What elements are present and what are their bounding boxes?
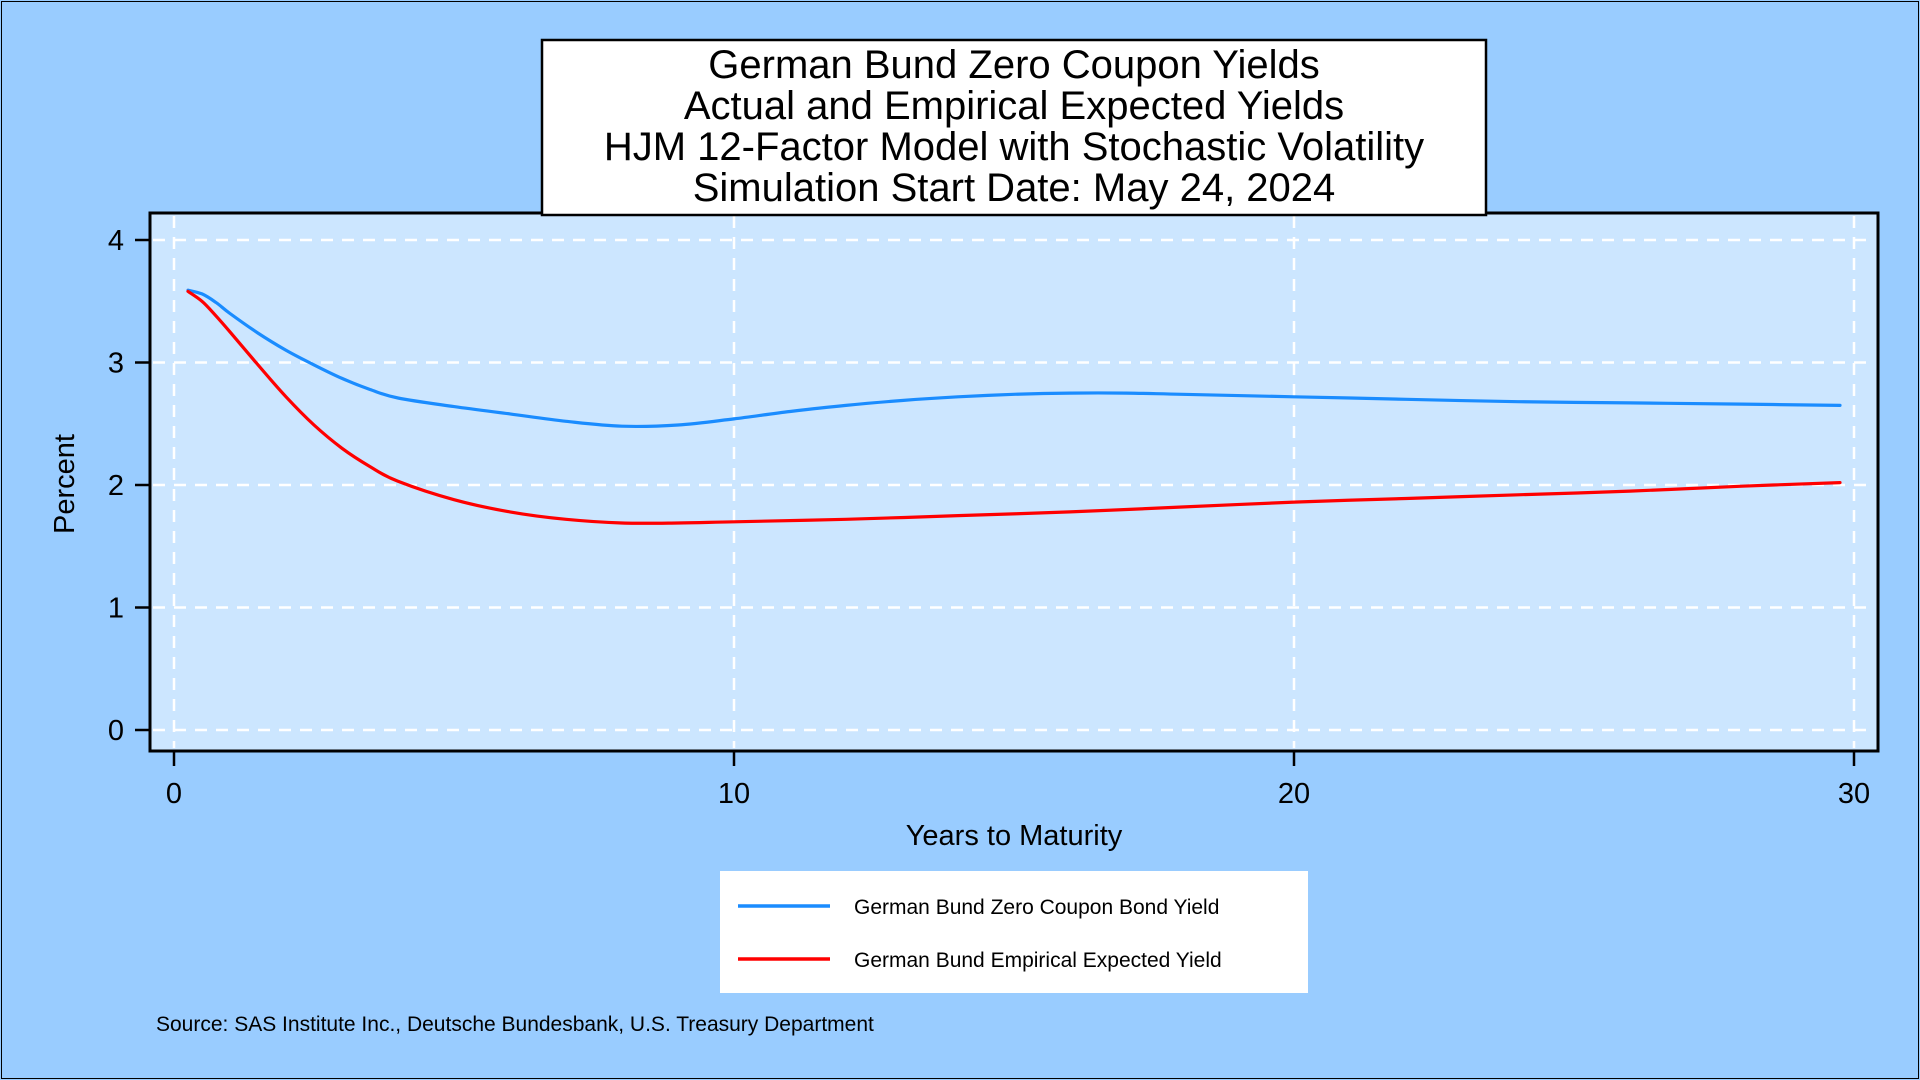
y-axis-title: Percent <box>49 434 81 534</box>
x-tick-label-2: 20 <box>1278 778 1310 810</box>
series-lines <box>186 288 1842 525</box>
x-tick-label-3: 30 <box>1838 778 1870 810</box>
legend <box>720 871 1308 993</box>
chart-title-line-2: Actual and Empirical Expected Yields <box>684 84 1344 128</box>
y-tick-label-0: 0 <box>108 715 124 747</box>
y-tick-label-1: 1 <box>108 593 124 625</box>
axes: 0 10 20 30 0 1 2 3 4 <box>108 225 1870 810</box>
plot-area <box>148 211 1880 753</box>
x-tick-label-1: 10 <box>718 778 750 810</box>
y-tick-label-2: 2 <box>108 470 124 502</box>
chart-title-line-4: Simulation Start Date: May 24, 2024 <box>693 166 1336 210</box>
x-tick-label-0: 0 <box>166 778 182 810</box>
legend-label-expected-yield: German Bund Empirical Expected Yield <box>854 949 1222 972</box>
series-line-bond-yield <box>186 288 1842 429</box>
grid-lines <box>153 216 1875 748</box>
title-box <box>540 38 1488 217</box>
source-note: Source: SAS Institute Inc., Deutsche Bun… <box>156 1013 874 1036</box>
chart-title-line-1: German Bund Zero Coupon Yields <box>708 43 1319 87</box>
y-tick-label-4: 4 <box>108 225 124 257</box>
series-line-expected-yield <box>186 289 1842 525</box>
chart-title-line-3: HJM 12-Factor Model with Stochastic Vola… <box>604 125 1424 169</box>
legend-label-bond-yield: German Bund Zero Coupon Bond Yield <box>854 896 1219 919</box>
y-tick-label-3: 3 <box>108 348 124 380</box>
x-axis-title: Years to Maturity <box>906 820 1123 852</box>
